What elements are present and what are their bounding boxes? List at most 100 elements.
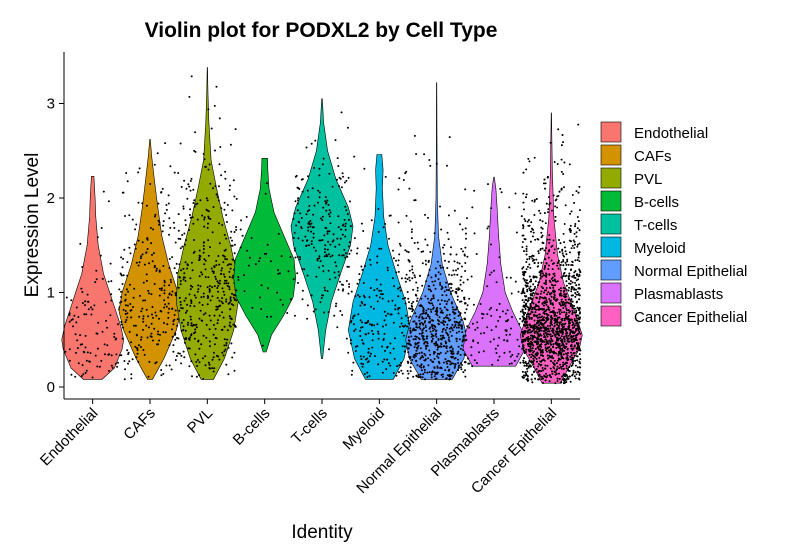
violin-group-pvl	[175, 67, 239, 380]
data-point	[460, 327, 463, 330]
data-point	[467, 362, 470, 365]
data-point	[424, 320, 427, 323]
data-point	[400, 277, 403, 280]
points-normal-epithelial	[406, 134, 467, 381]
data-point	[142, 320, 145, 323]
data-point	[388, 237, 390, 240]
data-point	[356, 252, 358, 255]
data-point	[174, 241, 177, 244]
data-point	[218, 314, 221, 317]
data-point	[216, 322, 219, 325]
data-point	[151, 253, 153, 256]
data-point	[413, 134, 416, 137]
data-point	[415, 153, 418, 155]
data-point	[336, 237, 339, 240]
data-point	[415, 281, 418, 284]
data-point	[449, 360, 452, 363]
data-point	[336, 178, 338, 181]
data-point	[297, 199, 299, 202]
data-point	[312, 232, 315, 235]
data-point	[461, 331, 464, 334]
plot-area	[61, 67, 583, 385]
data-point	[201, 304, 204, 306]
data-point	[415, 349, 418, 352]
data-point	[77, 316, 80, 318]
data-point	[135, 333, 138, 336]
data-point	[143, 353, 146, 356]
data-point	[460, 318, 463, 321]
data-point	[421, 336, 424, 339]
data-point	[453, 260, 456, 263]
data-point	[376, 261, 379, 264]
data-point	[528, 287, 531, 290]
data-point	[326, 290, 329, 292]
data-point	[437, 271, 440, 274]
data-point	[173, 314, 176, 316]
data-point	[341, 289, 344, 292]
data-point	[412, 320, 415, 323]
data-point	[165, 364, 168, 367]
data-point	[421, 354, 424, 357]
data-point	[154, 213, 157, 216]
data-point	[350, 249, 353, 252]
data-point	[180, 321, 183, 324]
data-point	[206, 226, 209, 229]
data-point	[432, 284, 435, 287]
data-point	[366, 371, 369, 374]
data-point	[528, 160, 531, 163]
data-point	[165, 204, 168, 206]
data-point	[406, 377, 409, 380]
data-point	[210, 267, 213, 270]
data-point	[340, 186, 343, 189]
data-point	[328, 253, 330, 256]
data-point	[522, 287, 525, 290]
data-point	[457, 310, 460, 313]
data-point	[175, 271, 178, 274]
data-point	[276, 291, 279, 294]
data-point	[213, 266, 216, 268]
data-point	[426, 371, 429, 374]
data-point	[100, 359, 103, 362]
data-point	[131, 358, 134, 361]
data-point	[429, 308, 432, 311]
data-point	[499, 315, 501, 318]
data-point	[398, 242, 401, 245]
data-point	[523, 301, 526, 304]
data-point	[221, 311, 224, 314]
data-point	[457, 314, 460, 317]
data-point	[162, 372, 165, 375]
violin-group-myeloid	[347, 154, 411, 380]
data-point	[385, 368, 388, 371]
data-point	[84, 304, 86, 307]
points-plasmablasts	[464, 183, 524, 368]
data-point	[212, 270, 215, 273]
data-point	[530, 353, 533, 356]
data-point	[519, 317, 522, 320]
data-point	[346, 213, 349, 216]
data-point	[190, 302, 193, 304]
data-point	[409, 327, 412, 330]
data-point	[145, 273, 148, 276]
data-point	[198, 347, 201, 350]
data-point	[397, 264, 399, 267]
data-point	[188, 229, 191, 231]
data-point	[178, 309, 181, 312]
data-point	[214, 275, 217, 278]
data-point	[153, 327, 156, 330]
data-point	[487, 225, 490, 228]
data-point	[292, 278, 295, 281]
data-point	[349, 321, 352, 324]
data-point	[337, 270, 340, 273]
data-point	[490, 329, 493, 332]
data-point	[383, 358, 386, 361]
data-point	[425, 329, 428, 332]
data-point	[415, 315, 418, 318]
data-point	[401, 297, 404, 300]
data-point	[445, 345, 448, 348]
data-point	[206, 199, 209, 202]
data-point	[124, 368, 126, 371]
data-point	[404, 172, 407, 175]
data-point	[461, 340, 464, 343]
data-point	[180, 329, 183, 332]
data-point	[439, 311, 442, 314]
